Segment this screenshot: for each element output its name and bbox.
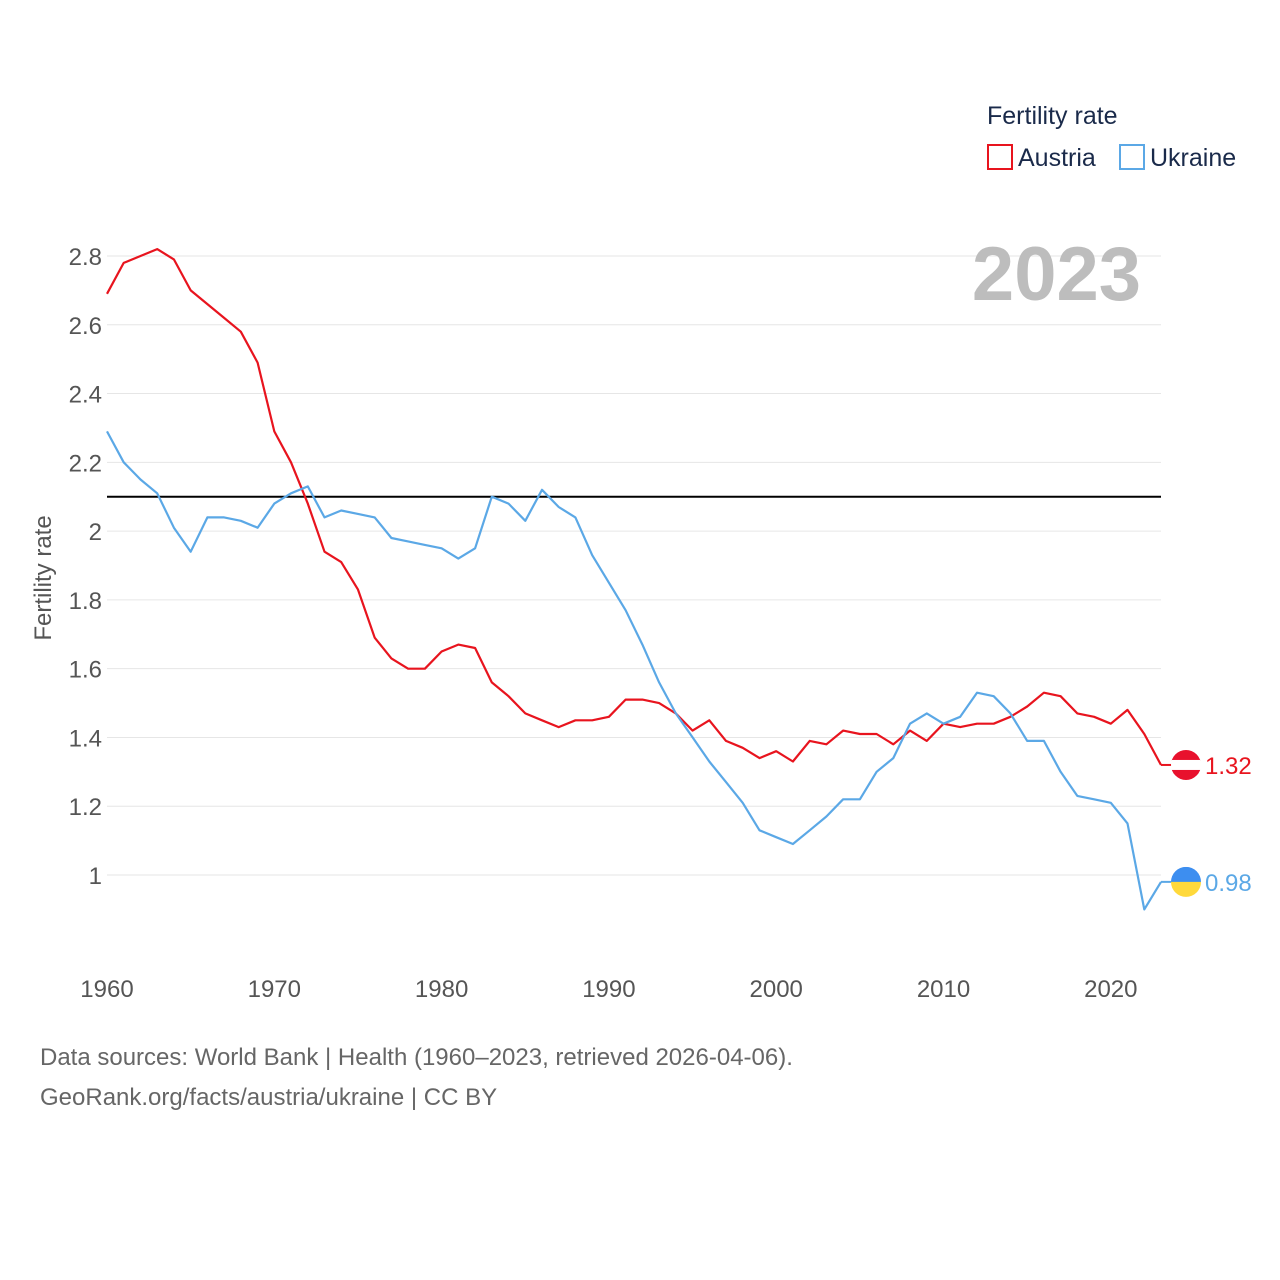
series-line-austria[interactable] (106, 248, 1162, 766)
flag-ukraine-icon (1171, 866, 1201, 897)
legend-label-ukraine[interactable]: Ukraine (1150, 144, 1236, 172)
legend-label-austria[interactable]: Austria (1018, 144, 1096, 172)
x-tick-label: 1970 (248, 976, 301, 1003)
x-tick-label: 2010 (917, 976, 970, 1003)
y-tick-label: 1.2 (69, 794, 102, 821)
series-lines (106, 248, 1162, 911)
x-tick-label: 1960 (80, 976, 133, 1003)
y-axis-tick-labels: 1 1.2 1.4 1.6 1.8 2 2.2 2.4 2.6 2.8 (69, 244, 102, 890)
y-tick-label: 2.2 (69, 450, 102, 477)
data-source-note: Data sources: World Bank | Health (1960–… (40, 1044, 793, 1071)
y-tick-label: 1.4 (69, 725, 102, 752)
source-url[interactable]: GeoRank.org/facts/austria/ukraine | CC B… (40, 1084, 498, 1111)
y-tick-label: 1.6 (69, 657, 102, 684)
legend-swatch-austria[interactable] (987, 144, 1013, 170)
y-tick-label: 1 (89, 863, 102, 890)
x-tick-label: 2000 (750, 976, 803, 1003)
legend: Fertility rate Austria Ukraine (987, 102, 1236, 172)
series-end-markers: 1.32 0.98 (1161, 749, 1252, 897)
x-tick-label: 1980 (415, 976, 468, 1003)
y-axis-title: Fertility rate (30, 515, 57, 640)
y-tick-label: 1.8 (69, 588, 102, 615)
y-tick-label: 2.4 (69, 382, 102, 409)
y-tick-label: 2.8 (69, 244, 102, 271)
end-value-label-austria: 1.32 (1205, 753, 1252, 780)
gridlines (107, 255, 1161, 876)
y-tick-label: 2.6 (69, 313, 102, 340)
year-label: 2023 (972, 232, 1141, 317)
end-value-label-ukraine: 0.98 (1205, 870, 1252, 897)
flag-austria-icon (1171, 749, 1201, 780)
legend-swatch-ukraine[interactable] (1119, 144, 1145, 170)
x-tick-label: 1990 (582, 976, 635, 1003)
series-line-ukraine[interactable] (106, 430, 1162, 911)
y-tick-label: 2 (89, 519, 102, 546)
x-tick-label: 2020 (1084, 976, 1137, 1003)
x-axis-tick-labels: 1960 1970 1980 1990 2000 2010 2020 (80, 976, 1137, 1003)
legend-title: Fertility rate (987, 102, 1118, 130)
